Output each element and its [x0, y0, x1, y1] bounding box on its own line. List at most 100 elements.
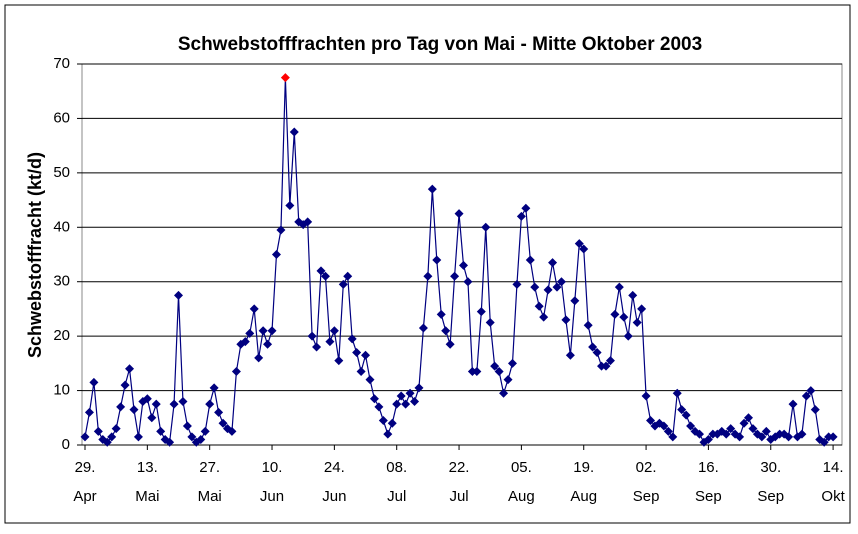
data-point — [209, 383, 219, 393]
data-point — [743, 413, 753, 423]
data-point — [686, 421, 696, 431]
data-point — [441, 326, 451, 336]
data-point — [761, 426, 771, 436]
data-point — [240, 337, 250, 347]
data-point — [806, 386, 816, 396]
data-point — [93, 426, 103, 436]
data-point — [142, 394, 152, 404]
x-tick-label: 08. Jul — [386, 459, 407, 505]
data-point — [570, 296, 580, 306]
data-point — [579, 244, 589, 254]
data-point — [592, 347, 602, 357]
data-point — [133, 432, 143, 442]
data-point — [205, 399, 215, 409]
data-point — [365, 375, 375, 385]
data-point — [534, 301, 544, 311]
data-point — [565, 350, 575, 360]
data-point — [338, 279, 348, 289]
data-point — [174, 290, 184, 300]
data-point — [819, 437, 829, 447]
data-point — [410, 396, 420, 406]
data-point — [610, 309, 620, 319]
data-point — [552, 282, 562, 292]
data-point — [810, 405, 820, 415]
data-point — [490, 361, 500, 371]
data-point — [525, 255, 535, 265]
data-point — [481, 222, 491, 232]
data-point — [285, 201, 295, 211]
data-point — [320, 271, 330, 281]
y-tick-label: 30 — [53, 273, 70, 290]
data-point — [556, 277, 566, 287]
data-point — [258, 326, 268, 336]
data-point — [601, 361, 611, 371]
data-point — [334, 356, 344, 366]
data-point — [289, 127, 299, 137]
data-point — [703, 435, 713, 445]
data-point — [637, 304, 647, 314]
data-point — [499, 388, 509, 398]
data-point — [828, 432, 838, 442]
data-point — [427, 184, 437, 194]
data-point — [530, 282, 540, 292]
y-tick-label: 20 — [53, 327, 70, 344]
data-point — [614, 282, 624, 292]
data-point — [450, 271, 460, 281]
data-point — [169, 399, 179, 409]
data-point — [583, 320, 593, 330]
x-tick-label: 19. Aug — [570, 459, 597, 505]
data-point — [721, 429, 731, 439]
data-point — [414, 383, 424, 393]
data-point — [748, 424, 758, 434]
data-point — [485, 318, 495, 328]
x-tick-label: 29. Apr — [73, 459, 96, 505]
x-tick-label: 16. Sep — [695, 459, 722, 505]
data-point — [120, 380, 130, 390]
data-point — [102, 437, 112, 447]
data-point — [503, 375, 513, 385]
data-point — [383, 429, 393, 439]
data-point — [116, 402, 126, 412]
data-point — [494, 367, 504, 377]
data-point — [361, 350, 371, 360]
data-point — [476, 307, 486, 317]
data-point — [623, 331, 633, 341]
data-point — [356, 367, 366, 377]
y-tick-label: 50 — [53, 164, 70, 181]
data-point — [347, 334, 357, 344]
x-tick-label: 14. Okt — [821, 459, 845, 505]
data-point — [512, 279, 522, 289]
y-tick-label: 10 — [53, 382, 70, 399]
data-point — [521, 203, 531, 213]
data-point — [396, 391, 406, 401]
x-tick-label: 13. Mai — [135, 459, 159, 505]
data-point — [343, 271, 353, 281]
data-point — [107, 432, 117, 442]
y-tick-label: 70 — [53, 55, 70, 72]
data-point — [757, 432, 767, 442]
x-tick-label: 05. Aug — [508, 459, 535, 505]
data-point — [539, 312, 549, 322]
chart-title: Schwebstofffrachten pro Tag von Mai - Mi… — [178, 34, 702, 55]
x-tick-label: 22. Jul — [449, 459, 470, 505]
data-point — [668, 432, 678, 442]
data-point — [619, 312, 629, 322]
data-point — [316, 266, 326, 276]
data-point — [231, 367, 241, 377]
data-point — [111, 424, 121, 434]
data-point — [628, 290, 638, 300]
data-point — [378, 416, 388, 426]
data-point — [801, 391, 811, 401]
y-tick-label: 0 — [62, 436, 70, 453]
data-point — [632, 318, 642, 328]
data-point — [445, 339, 455, 349]
data-point — [187, 432, 197, 442]
data-point — [418, 323, 428, 333]
y-tick-label: 40 — [53, 218, 70, 235]
data-point — [125, 364, 135, 374]
data-point — [605, 356, 615, 366]
y-tick-label: 60 — [53, 109, 70, 126]
data-point — [695, 429, 705, 439]
data-point — [245, 328, 255, 338]
data-point — [548, 258, 558, 268]
